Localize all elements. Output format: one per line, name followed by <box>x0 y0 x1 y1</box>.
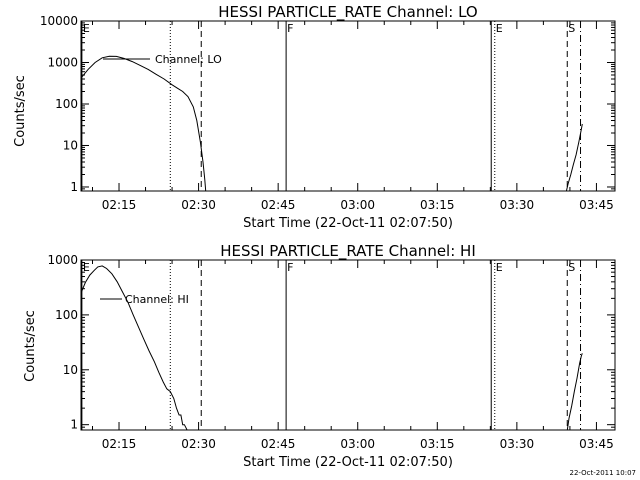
x-tick-label: 02:45 <box>261 198 296 212</box>
y-tick-label: 10000 <box>40 14 78 28</box>
y-axis-label: Counts/sec <box>13 75 28 147</box>
event-marker-label: E <box>83 22 90 35</box>
y-tick-label: 10 <box>63 363 78 377</box>
event-marker-label: E <box>83 261 90 274</box>
series-line <box>566 353 583 431</box>
y-tick-label: 100 <box>55 308 78 322</box>
x-axis-label: Start Time (22-Oct-11 02:07:50) <box>243 216 453 231</box>
legend-label: Channel: LO <box>155 53 222 66</box>
y-tick-label: 100 <box>55 97 78 111</box>
series-line <box>565 123 583 192</box>
chart-title: HESSI PARTICLE_RATE Channel: HI <box>220 242 476 261</box>
plot-frame <box>80 20 616 192</box>
x-tick-label: 03:45 <box>579 198 614 212</box>
x-tick-label: 03:00 <box>340 198 375 212</box>
event-marker-label: S <box>568 261 575 274</box>
y-axis-label: Counts/sec <box>23 310 38 382</box>
plot-frame <box>80 259 616 431</box>
x-tick-label: 03:45 <box>579 437 614 451</box>
event-marker-label: F <box>287 22 293 35</box>
x-tick-label: 02:15 <box>102 198 137 212</box>
chart-panel-hi: HESSI PARTICLE_RATE Channel: HI Counts/s… <box>23 242 616 470</box>
chart-title: HESSI PARTICLE_RATE Channel: LO <box>218 3 477 22</box>
y-tick-label: 10 <box>63 138 78 152</box>
x-tick-label: 02:30 <box>181 198 216 212</box>
x-axis-label: Start Time (22-Oct-11 02:07:50) <box>243 455 453 470</box>
x-tick-label: 03:15 <box>420 437 455 451</box>
chart-panel-lo: HESSI PARTICLE_RATE Channel: LO Counts/s… <box>13 3 616 231</box>
footer-timestamp: 22-Oct-2011 10:07 <box>570 469 636 477</box>
x-tick-label: 03:30 <box>500 198 535 212</box>
event-marker-label: E <box>496 261 503 274</box>
x-tick-label: 02:15 <box>102 437 137 451</box>
legend-label: Channel: HI <box>125 293 189 306</box>
y-tick-label: 1 <box>70 180 78 194</box>
x-tick-label: 03:00 <box>340 437 375 451</box>
x-tick-label: 03:15 <box>420 198 455 212</box>
y-tick-label: 1000 <box>47 55 78 69</box>
event-marker-label: F <box>287 261 293 274</box>
event-marker-label: S <box>568 22 575 35</box>
series-line <box>80 265 188 431</box>
event-marker-label: E <box>496 22 503 35</box>
x-tick-label: 03:30 <box>500 437 535 451</box>
x-tick-label: 02:45 <box>261 437 296 451</box>
y-tick-label: 1000 <box>47 253 78 267</box>
series-line <box>80 55 207 192</box>
x-tick-label: 02:30 <box>181 437 216 451</box>
y-tick-label: 1 <box>70 418 78 432</box>
